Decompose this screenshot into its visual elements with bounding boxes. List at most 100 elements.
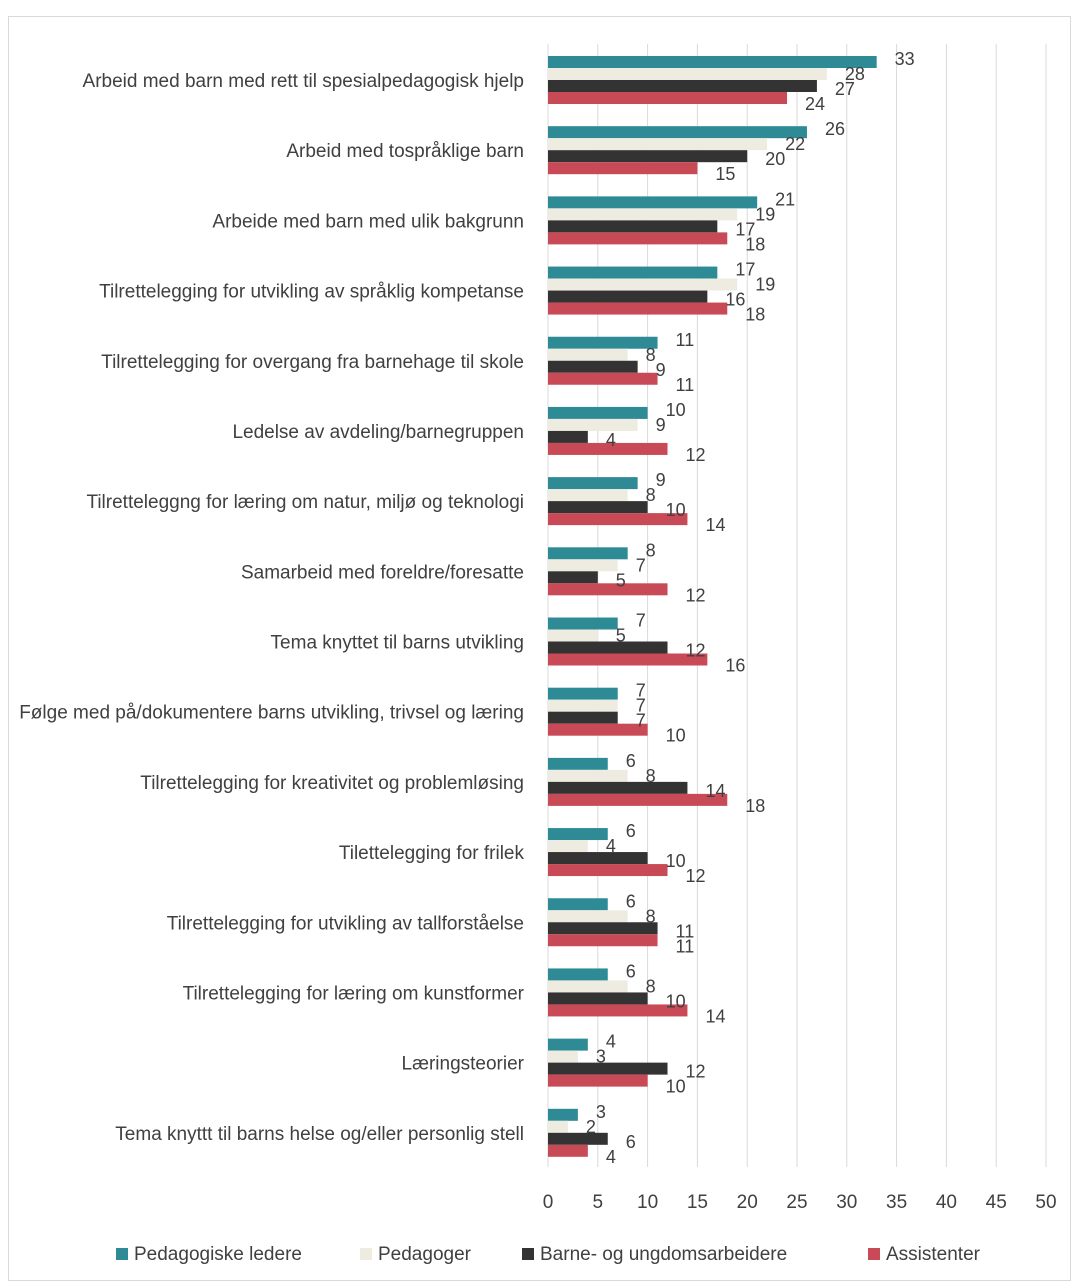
- bar: [548, 162, 698, 175]
- category-label-line: Tilretteleggng for læring om natur, milj…: [86, 492, 524, 513]
- category-label: Ledelse av avdeling/barnegruppen: [232, 422, 524, 443]
- bar: [548, 571, 598, 584]
- data-label: 8: [646, 906, 656, 926]
- data-label: 7: [636, 555, 646, 575]
- data-label: 4: [606, 1147, 616, 1167]
- category-label-line: Tilrettelegging for læring om kunstforme…: [183, 983, 525, 1004]
- bar: [548, 1108, 578, 1121]
- category-label: Tema knyttet til barns utvikling: [271, 633, 524, 654]
- x-tick-label: 20: [737, 1192, 758, 1213]
- bar: [548, 992, 648, 1005]
- bar: [548, 56, 877, 68]
- bar: [548, 418, 638, 431]
- bar: [548, 208, 738, 221]
- category-label-line: Tema knyttt til barns helse og/eller per…: [115, 1124, 524, 1145]
- data-label: 9: [656, 415, 666, 435]
- category-label-line: Tilrettelegging for overgang fra barneha…: [101, 352, 524, 373]
- bar: [548, 372, 658, 385]
- bar: [548, 348, 628, 361]
- category-label: Arbeide med barn med ulik bakgrunn: [212, 211, 524, 232]
- x-axis-ticks: 0 5 10 15 20 25 30 35 40 45 50: [543, 1192, 1057, 1213]
- data-label: 3: [596, 1047, 606, 1067]
- bar: [548, 80, 817, 92]
- data-label: 21: [775, 189, 795, 209]
- data-label: 20: [765, 149, 785, 169]
- data-label: 15: [715, 164, 735, 184]
- data-label: 6: [626, 1132, 636, 1152]
- bar: [548, 126, 807, 139]
- data-label: 6: [626, 891, 636, 911]
- bar: [548, 1050, 578, 1063]
- data-label: 11: [676, 936, 695, 956]
- data-label: 7: [636, 711, 646, 731]
- bar: [548, 910, 628, 923]
- category-label-line: Ledelse av avdeling/barnegruppen: [232, 422, 524, 443]
- bar: [548, 769, 628, 782]
- bar: [548, 864, 668, 877]
- bar: [548, 1038, 588, 1051]
- bar: [548, 336, 658, 349]
- bar: [548, 278, 738, 291]
- bar: [548, 793, 728, 806]
- data-label: 2: [586, 1117, 596, 1137]
- data-label: 5: [616, 570, 626, 590]
- x-tick-label: 35: [886, 1192, 907, 1213]
- category-label: Tilrettelegging for utvikling av tallfor…: [167, 913, 524, 934]
- data-label: 6: [626, 751, 636, 771]
- chart-frame: [8, 16, 1071, 1281]
- data-label: 33: [895, 49, 915, 69]
- bar: [548, 406, 648, 419]
- bar: [548, 1144, 588, 1157]
- category-label-line: Samarbeid med foreldre/foresatte: [241, 562, 524, 583]
- data-label: 17: [735, 219, 755, 239]
- data-label: 7: [636, 611, 646, 631]
- x-tick-label: 45: [986, 1192, 1007, 1213]
- data-label: 10: [666, 991, 686, 1011]
- category-label-line: Tilrettelegging for utvikling av språkli…: [99, 282, 524, 303]
- legend-label: Barne- og ungdomsarbeidere: [540, 1244, 787, 1265]
- data-label: 16: [725, 290, 745, 310]
- bar: [548, 302, 728, 315]
- category-label: Tilrettelegging for overgang fra barneha…: [101, 352, 524, 373]
- category-label-line: Læringsteorier: [402, 1054, 525, 1075]
- bar: [548, 653, 708, 666]
- category-label: Arbeid med barn med rett til spesialpeda…: [83, 71, 524, 92]
- data-label: 12: [686, 1062, 706, 1082]
- data-label: 5: [616, 626, 626, 646]
- x-tick-label: 50: [1035, 1192, 1056, 1213]
- x-tick-label: 0: [543, 1192, 554, 1213]
- bar: [548, 501, 648, 514]
- category-label: Følge med på/dokumentere barns utvikling…: [19, 703, 524, 724]
- x-tick-label: 5: [593, 1192, 604, 1213]
- data-label: 4: [606, 836, 616, 856]
- data-label: 8: [646, 766, 656, 786]
- bar: [548, 629, 598, 642]
- category-label: Tilretteleggng for læring om natur, milj…: [86, 492, 524, 513]
- bar: [548, 547, 628, 560]
- bar: [548, 430, 588, 443]
- data-label: 4: [606, 430, 616, 450]
- legend-swatch: [360, 1248, 372, 1260]
- category-label: Tilrettelegging for læring om kunstforme…: [183, 983, 525, 1004]
- data-label: 16: [725, 656, 745, 676]
- data-label: 14: [705, 515, 725, 535]
- bars: [548, 56, 877, 1157]
- data-label: 11: [676, 375, 695, 395]
- legend: Pedagogiske ledere Pedagoger Barne- og ung…: [116, 1244, 981, 1265]
- data-label: 18: [745, 234, 765, 254]
- data-label: 8: [646, 976, 656, 996]
- data-label: 3: [596, 1102, 606, 1122]
- bar: [548, 687, 618, 700]
- category-labels: Arbeid med barn med rett til spesialpeda…: [19, 71, 524, 1145]
- data-label: 18: [745, 796, 765, 816]
- data-label: 18: [745, 305, 765, 325]
- bar: [548, 852, 648, 865]
- bar: [548, 723, 648, 736]
- bar: [548, 828, 608, 841]
- data-label: 9: [656, 470, 666, 490]
- data-label: 8: [646, 540, 656, 560]
- category-label: Tema knyttt til barns helse og/eller per…: [115, 1124, 524, 1145]
- data-label: 11: [676, 921, 695, 941]
- data-label: 10: [666, 500, 686, 520]
- category-label: Tilrettelegging for kreativitet og probl…: [140, 773, 524, 794]
